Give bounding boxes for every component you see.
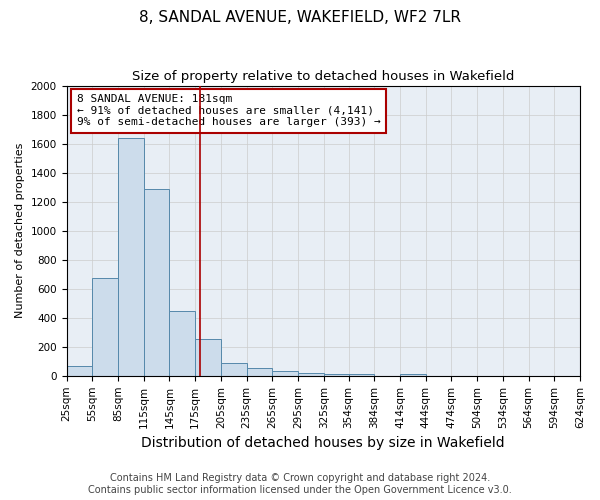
Bar: [92, 278, 118, 376]
Bar: [221, 363, 247, 376]
Bar: [169, 310, 195, 376]
Text: 8, SANDAL AVENUE, WAKEFIELD, WF2 7LR: 8, SANDAL AVENUE, WAKEFIELD, WF2 7LR: [139, 10, 461, 25]
Bar: [298, 373, 323, 376]
X-axis label: Distribution of detached houses by size in Wakefield: Distribution of detached houses by size …: [142, 436, 505, 450]
Bar: [272, 372, 298, 376]
Bar: [349, 374, 374, 376]
Bar: [400, 374, 426, 376]
Bar: [247, 368, 272, 376]
Bar: [118, 138, 143, 376]
Bar: [195, 339, 221, 376]
Title: Size of property relative to detached houses in Wakefield: Size of property relative to detached ho…: [132, 70, 514, 83]
Bar: [323, 374, 349, 376]
Bar: [143, 190, 169, 376]
Text: Contains HM Land Registry data © Crown copyright and database right 2024.
Contai: Contains HM Land Registry data © Crown c…: [88, 474, 512, 495]
Y-axis label: Number of detached properties: Number of detached properties: [15, 143, 25, 318]
Bar: [67, 366, 92, 376]
Text: 8 SANDAL AVENUE: 181sqm
← 91% of detached houses are smaller (4,141)
9% of semi-: 8 SANDAL AVENUE: 181sqm ← 91% of detache…: [77, 94, 380, 128]
